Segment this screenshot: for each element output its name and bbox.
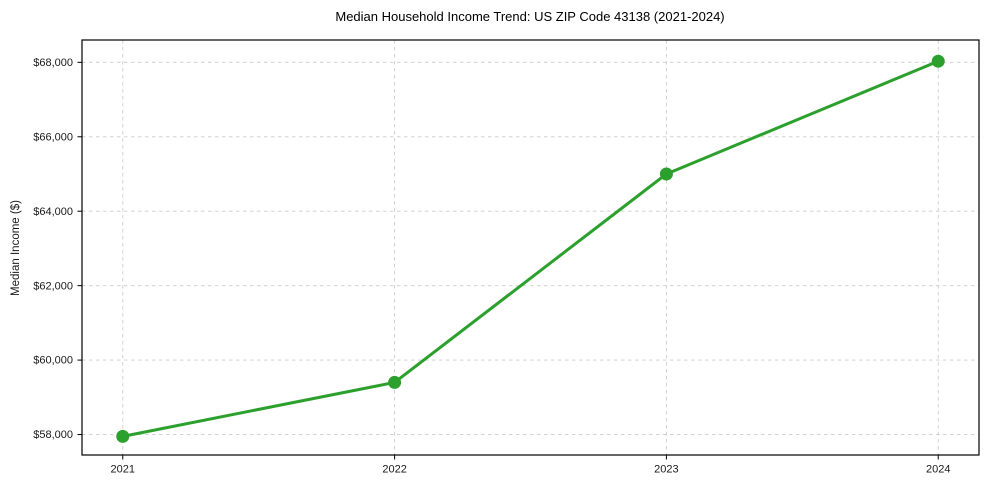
data-point-marker [388, 375, 402, 389]
y-tick-label: $62,000 [33, 280, 73, 292]
axis-tick-marks [77, 61, 939, 460]
y-tick-label: $58,000 [33, 429, 73, 441]
axis-tick-labels: $58,000 $60,000 $62,000 $64,000 $66,000 $68,0… [33, 57, 950, 476]
y-tick-label: $66,000 [33, 131, 73, 143]
data-point-marker [931, 54, 945, 68]
y-tick-label: $64,000 [33, 206, 73, 218]
x-tick-label: 2023 [654, 464, 678, 476]
data-point-marker [659, 167, 673, 181]
chart-title: Median Household Income Trend: US ZIP Co… [335, 9, 724, 24]
x-tick-label: 2022 [382, 464, 406, 476]
x-tick-label: 2021 [111, 464, 135, 476]
gridlines [82, 40, 979, 455]
trend-line [121, 59, 940, 438]
y-axis-label: Median Income ($) [10, 200, 22, 296]
trend-line-series [116, 54, 945, 443]
y-tick-label: $60,000 [33, 355, 73, 367]
plot-border [81, 39, 980, 456]
x-tick-label: 2024 [926, 464, 950, 476]
y-tick-label: $68,000 [33, 57, 73, 69]
data-point-marker [116, 429, 130, 443]
